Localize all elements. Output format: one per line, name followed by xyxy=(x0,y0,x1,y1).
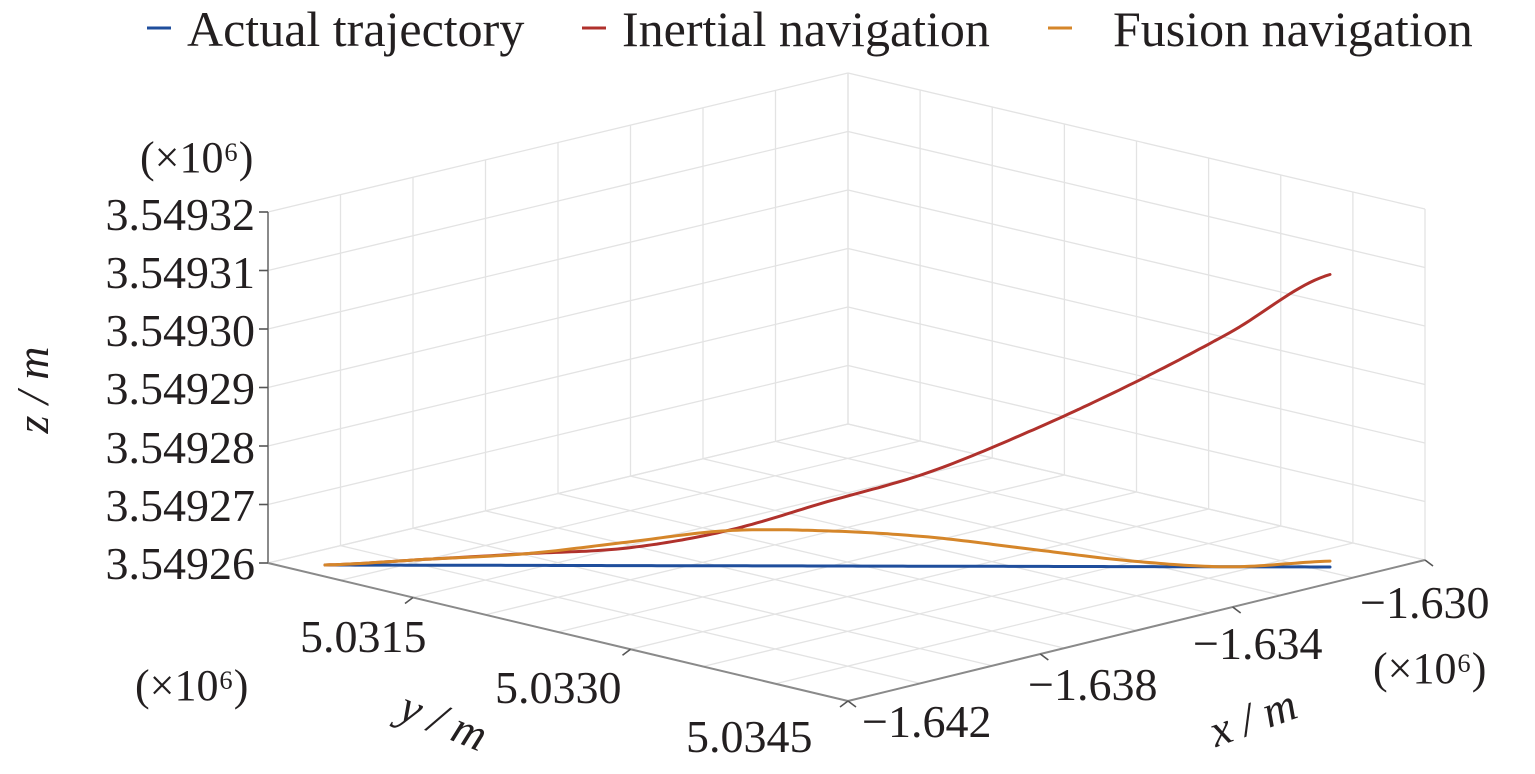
wall-grid-line xyxy=(847,247,1426,386)
y-tick-label: 5.0345 xyxy=(686,711,813,762)
wall-grid-line xyxy=(847,189,1426,327)
floor-grid-line xyxy=(702,525,1281,668)
wall-grid-line xyxy=(267,423,849,564)
x-tick-mark xyxy=(1039,653,1049,661)
wall-grid-line xyxy=(267,247,849,389)
z-scale-label: (×10⁶) xyxy=(140,133,253,182)
wall-grid-line xyxy=(847,423,1426,561)
y-scale-label: (×10⁶) xyxy=(135,661,248,710)
z-axis-title: z / m xyxy=(7,347,58,435)
y-axis-title: y / m xyxy=(389,679,495,761)
floor-grid-line xyxy=(630,508,1209,650)
x-axis-line xyxy=(847,559,1426,702)
floor-grid-line xyxy=(557,492,1137,632)
wall-grid-line xyxy=(267,189,849,330)
wall-grid-line xyxy=(847,72,1426,210)
wall-grid-line xyxy=(267,130,849,272)
legend-label-inertial: Inertial navigation xyxy=(622,1,990,57)
wall-grid-line xyxy=(267,306,849,447)
legend: Actual trajectory Inertial navigation Fu… xyxy=(147,1,1473,57)
x-tick-labels: −1.642 −1.638 −1.634 −1.630 xyxy=(862,577,1489,747)
wall-grid-line xyxy=(847,364,1426,503)
floor-grid-line xyxy=(775,440,1354,579)
legend-label-fusion: Fusion navigation xyxy=(1113,1,1473,57)
x-scale-label: (×10⁶) xyxy=(1373,644,1486,693)
z-tick-label: 3.54927 xyxy=(106,480,256,531)
z-tick-label: 3.54929 xyxy=(106,363,256,414)
y-tick-mark xyxy=(622,648,631,656)
y-tick-label: 5.0315 xyxy=(300,611,427,662)
grid-lines xyxy=(267,72,1426,702)
x-tick-label: −1.638 xyxy=(1028,659,1157,710)
x-tick-mark xyxy=(1232,606,1242,614)
y-tick-labels: 5.0315 5.0330 5.0345 xyxy=(300,611,813,762)
z-tick-label: 3.54932 xyxy=(106,189,256,240)
y-tick-mark xyxy=(839,700,849,708)
z-tick-label: 3.54931 xyxy=(106,247,256,298)
series-layer xyxy=(323,273,1332,569)
wall-grid-line xyxy=(267,72,849,213)
y-tick-mark xyxy=(404,596,414,605)
x-tick-label: −1.630 xyxy=(1360,577,1489,628)
wall-grid-line xyxy=(267,364,849,506)
z-tick-label: 3.54930 xyxy=(106,305,256,356)
y-tick-label: 5.0330 xyxy=(495,662,622,713)
floor-grid-line xyxy=(702,458,1281,596)
wall-grid-line xyxy=(847,306,1426,444)
wall-grid-line xyxy=(847,130,1426,269)
floor-grid-line xyxy=(630,475,1209,614)
axis-lines xyxy=(259,211,1434,708)
x-axis-title: x / m xyxy=(1201,678,1303,757)
z-tick-label: 3.54928 xyxy=(106,422,256,473)
y-axis-line xyxy=(267,562,849,702)
z-tick-label: 3.54926 xyxy=(106,538,256,589)
x-tick-mark xyxy=(1424,559,1434,567)
series-line-1 xyxy=(323,273,1332,567)
x-tick-mark xyxy=(847,700,857,708)
z-tick-labels: 3.54932 3.54931 3.54930 3.54929 3.54928 … xyxy=(106,189,256,589)
x-tick-label: −1.642 xyxy=(862,696,991,747)
series-line-0 xyxy=(323,563,1332,569)
legend-label-actual: Actual trajectory xyxy=(187,1,524,57)
series-line-2 xyxy=(323,528,1332,569)
x-tick-label: −1.634 xyxy=(1193,618,1322,669)
